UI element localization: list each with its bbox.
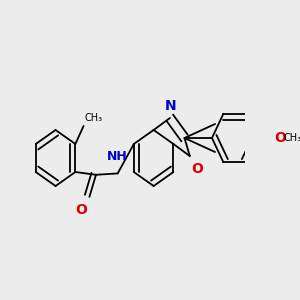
Text: NH: NH <box>106 150 127 164</box>
Text: N: N <box>165 99 177 113</box>
Text: CH₃: CH₃ <box>284 133 300 143</box>
Text: CH₃: CH₃ <box>84 113 103 123</box>
Text: O: O <box>191 162 203 176</box>
Text: O: O <box>274 131 286 145</box>
Text: O: O <box>75 203 87 217</box>
